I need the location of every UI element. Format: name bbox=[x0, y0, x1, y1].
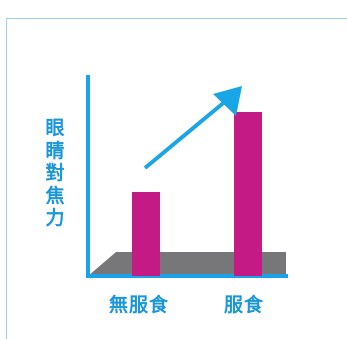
frame-border-top bbox=[6, 18, 347, 19]
trend-arrow-shaft bbox=[143, 93, 235, 170]
y-axis-label-char: 睛 bbox=[45, 139, 65, 162]
y-axis-label-char: 力 bbox=[45, 207, 65, 230]
trend-arrow-head bbox=[213, 86, 242, 116]
bar-1 bbox=[234, 112, 262, 276]
bar-0 bbox=[132, 192, 160, 276]
top-margin bbox=[0, 0, 347, 18]
y-axis-label-char: 焦 bbox=[45, 184, 65, 207]
y-axis-label-char: 對 bbox=[45, 162, 65, 185]
y-axis-label-char: 眼 bbox=[45, 117, 65, 139]
frame-border-left bbox=[6, 18, 7, 339]
y-axis-label: 眼睛對焦力 bbox=[40, 117, 70, 230]
x-tick-label-0: 無服食 bbox=[109, 294, 170, 316]
bars-group bbox=[132, 112, 262, 276]
x-tick-label-1: 服食 bbox=[224, 294, 265, 316]
